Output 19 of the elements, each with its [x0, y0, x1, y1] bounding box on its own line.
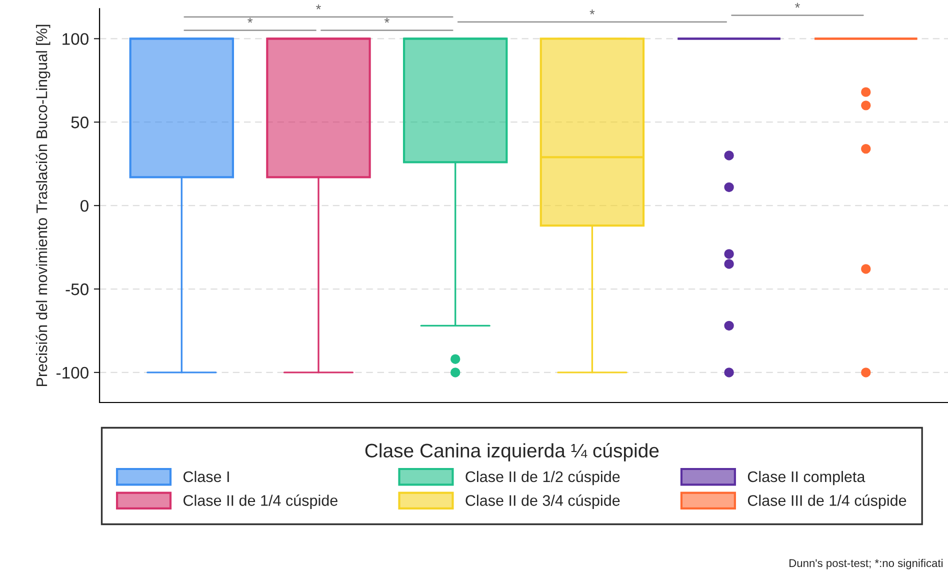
annotation: * — [590, 10, 595, 14]
y-tick-label: -50 — [66, 283, 88, 296]
y-tick-label: -100 — [56, 366, 88, 379]
legend-label: Clase III de 1/4 cúspide — [748, 494, 906, 509]
y-tick-label: 100 — [62, 33, 88, 45]
text: * — [794, 2, 800, 8]
y-tick-label: 50 — [71, 116, 88, 128]
text: Dunn's post-test; *:no significati — [790, 558, 943, 570]
annotation: * — [316, 4, 321, 10]
annotation: * — [384, 18, 390, 23]
legend-title: Clase Canina izquierda ¼ cúspide — [365, 443, 659, 462]
legend-label: Clase I — [184, 470, 229, 482]
legend-label: Clase II completa — [748, 470, 866, 486]
legend-label: Clase II de 3/4 cúspide — [466, 494, 620, 509]
legend-label: Clase II de 1/2 cúspide — [466, 470, 620, 486]
legend-label: Clase II de 1/4 cúspide — [184, 494, 338, 509]
y-axis-title: Precisión del movimiento Traslación Buco-Lingual [%] — [36, 24, 50, 386]
annotation: * — [248, 18, 253, 23]
y-tick-label: 0 — [80, 200, 88, 212]
